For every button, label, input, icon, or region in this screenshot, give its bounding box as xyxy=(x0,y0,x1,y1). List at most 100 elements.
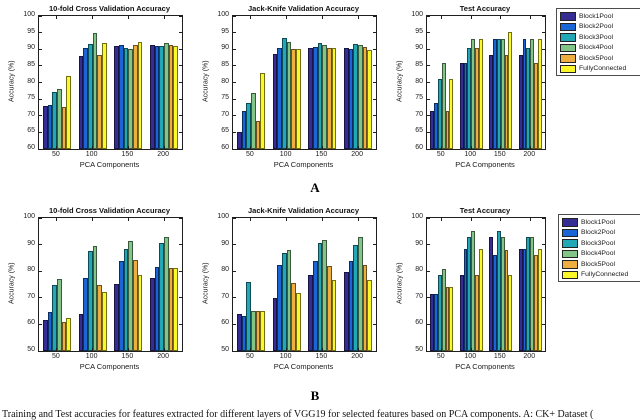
y-tick-mark xyxy=(233,270,236,272)
bar-fullyconnected-150 xyxy=(137,275,143,351)
bar-block2pool-200 xyxy=(522,39,527,149)
y-tick-mark xyxy=(179,148,182,150)
x-tick-mark xyxy=(470,16,472,19)
legend-swatch xyxy=(562,228,578,237)
bar-block2pool-200 xyxy=(348,261,354,351)
legend-label: Block5Pool xyxy=(579,54,614,62)
legend-item: Block4Pool xyxy=(560,43,640,54)
bar-fullyconnected-100 xyxy=(478,39,483,149)
plot-area xyxy=(232,217,377,352)
bar-block1pool-200 xyxy=(344,271,349,351)
y-tick-label: 80 xyxy=(27,266,35,274)
bar-block1pool-100 xyxy=(78,55,84,149)
bar-fullyconnected-200 xyxy=(537,39,542,149)
bar-block1pool-100 xyxy=(272,53,278,149)
bar-block3pool-100 xyxy=(467,48,472,149)
bar-block1pool-150 xyxy=(308,275,314,351)
bar-block5pool-150 xyxy=(327,265,332,351)
x-tick-mark xyxy=(441,146,443,149)
bar-block5pool-50 xyxy=(255,121,261,149)
y-tick-label: 90 xyxy=(27,239,35,247)
y-tick-mark xyxy=(233,48,236,50)
y-tick-mark xyxy=(179,48,182,50)
x-tick-mark xyxy=(56,146,58,149)
y-tick-mark xyxy=(373,82,376,83)
y-tick-mark xyxy=(542,32,545,34)
legend-swatch xyxy=(562,218,578,227)
x-tick-label: 200 xyxy=(351,151,363,158)
y-tick-mark xyxy=(427,32,430,34)
bar-block5pool-150 xyxy=(327,47,332,149)
y-tick-mark xyxy=(427,98,430,100)
y-tick-mark xyxy=(373,48,376,50)
y-tick-mark xyxy=(542,270,545,272)
bar-block4pool-150 xyxy=(128,240,134,351)
bar-block1pool-50 xyxy=(430,111,435,149)
x-tick-mark xyxy=(127,146,129,149)
y-axis-label: Accuracy (%) xyxy=(202,262,210,305)
bar-block4pool-200 xyxy=(164,42,169,149)
panel-label-b: B xyxy=(310,388,320,403)
y-tick-label: 70 xyxy=(221,110,229,118)
y-tick-label: 60 xyxy=(27,319,35,327)
y-tick-label: 75 xyxy=(415,94,423,102)
y-tick-mark xyxy=(373,32,376,34)
chart-title: 10-fold Cross Validation Accuracy xyxy=(48,206,170,215)
bar-block1pool-50 xyxy=(236,314,242,351)
x-tick-label: 50 xyxy=(51,151,60,158)
bar-block1pool-150 xyxy=(489,236,494,351)
y-tick-mark xyxy=(179,323,182,325)
bar-fullyconnected-50 xyxy=(260,73,265,149)
x-tick-label: 200 xyxy=(157,151,169,158)
y-tick-mark xyxy=(39,32,42,34)
bar-block4pool-200 xyxy=(358,237,363,351)
y-tick-mark xyxy=(233,131,236,133)
y-tick-mark xyxy=(39,131,42,133)
y-tick-label: 70 xyxy=(221,292,229,300)
y-tick-mark xyxy=(427,217,430,219)
bar-block5pool-100 xyxy=(291,283,296,351)
bar-block4pool-100 xyxy=(471,39,476,149)
y-tick-mark xyxy=(373,131,376,133)
y-tick-mark xyxy=(542,148,545,150)
bar-block2pool-50 xyxy=(241,315,247,351)
legend-item: Block5Pool xyxy=(562,259,640,270)
bar-block2pool-150 xyxy=(313,47,318,149)
bar-block4pool-100 xyxy=(286,249,292,351)
bar-block3pool-200 xyxy=(353,43,359,149)
bar-block5pool-50 xyxy=(61,321,67,351)
y-tick-label: 80 xyxy=(221,77,229,85)
y-tick-label: 95 xyxy=(415,27,423,35)
bar-block4pool-50 xyxy=(441,62,446,149)
bar-block1pool-200 xyxy=(518,55,523,149)
x-tick-mark xyxy=(163,348,165,351)
x-tick-mark xyxy=(500,218,502,221)
y-tick-label: 100 xyxy=(23,213,35,220)
y-tick-mark xyxy=(233,148,236,150)
bar-block3pool-150 xyxy=(123,248,129,351)
chart-title: Jack-Knife Validation Accuracy xyxy=(247,206,360,215)
y-tick-label: 90 xyxy=(221,239,229,247)
bar-block3pool-100 xyxy=(87,251,93,351)
x-axis-label: PCA Components xyxy=(79,362,140,371)
x-tick-mark xyxy=(529,218,531,221)
y-tick-mark xyxy=(179,98,182,100)
bar-block1pool-200 xyxy=(344,47,349,149)
x-tick-label: 50 xyxy=(436,151,445,158)
y-tick-label: 70 xyxy=(415,110,423,118)
bar-block3pool-100 xyxy=(87,44,93,149)
plot-area xyxy=(426,15,546,150)
legend-item: Block2Pool xyxy=(562,228,640,239)
chart-a-test: Test Accuracy Accuracy (%) 60 65 70 75 80 85 90 9… xyxy=(396,4,576,174)
y-tick-mark xyxy=(179,350,182,352)
legend-label: Block5Pool xyxy=(581,260,616,268)
x-tick-mark xyxy=(470,348,472,351)
bar-block2pool-200 xyxy=(348,49,354,149)
x-tick-mark xyxy=(92,146,94,149)
bar-block5pool-100 xyxy=(475,275,479,351)
y-tick-mark xyxy=(373,15,376,17)
bar-block3pool-150 xyxy=(123,48,129,149)
bar-block1pool-150 xyxy=(114,283,120,351)
y-tick-mark xyxy=(39,115,42,117)
y-tick-mark xyxy=(427,48,430,50)
